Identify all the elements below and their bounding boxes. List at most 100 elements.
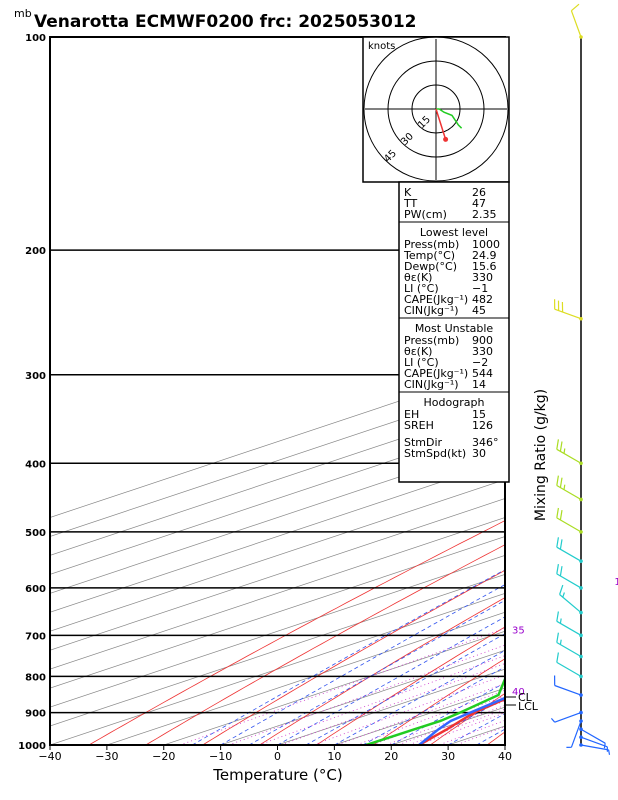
wind-barb-flag: [556, 564, 559, 574]
dry-adiabat-line: [201, 569, 505, 745]
temperature-tick-label: −10: [209, 750, 232, 763]
temperature-axis: −40 −30 −20 −10 0 10 20 30 40: [38, 745, 512, 763]
wind-barb-shaft: [556, 448, 582, 464]
panel-label: Temp(°C): [403, 249, 455, 262]
panel-value: 330: [472, 271, 493, 284]
isotherm-line: [50, 479, 505, 632]
panel-value: 26: [472, 186, 486, 199]
panel-section-header: Lowest level: [420, 226, 488, 239]
pressure-tick-label: 700: [25, 631, 46, 642]
panel-value: 15: [472, 408, 486, 421]
isotherm-line: [50, 574, 505, 727]
dry-adiabat-line: [315, 626, 505, 745]
pressure-tick-label: 600: [25, 584, 46, 595]
wind-barb-base: [579, 586, 583, 590]
temperature-tick-label: 40: [498, 750, 512, 763]
wind-barb-shaft: [580, 736, 608, 748]
pressure-tick-label: 300: [25, 371, 46, 382]
sounding-profiles: [365, 675, 505, 745]
wind-barb-base: [579, 735, 583, 740]
lcl-label: LCL: [518, 700, 539, 713]
wind-barb-shaft: [570, 720, 582, 748]
panel-label: CIN(Jkg⁻¹): [404, 378, 459, 391]
panel-label: Press(mb): [404, 238, 459, 251]
temperature-tick-label: 20: [384, 750, 398, 763]
panel-value: 47: [472, 197, 486, 210]
panel-label: Dewp(°C): [404, 260, 457, 273]
mixing-ratio-line: [454, 726, 505, 745]
pressure-tick-label: 800: [25, 672, 46, 683]
wind-barb-flag: [559, 639, 562, 645]
dry-adiabat-label: 35: [512, 625, 525, 636]
hodograph-trace: [435, 108, 463, 142]
isotherm-line: [50, 422, 505, 575]
panel-value: 1000: [472, 238, 500, 251]
wind-barb-shaft: [580, 744, 609, 751]
dewpoint-line: [365, 675, 505, 745]
dry-adiabat-line: [258, 597, 505, 745]
isotherm-line: [50, 536, 505, 689]
panel-label: EH: [404, 408, 419, 421]
panel-section-header: Most Unstable: [415, 322, 494, 335]
moist-adiabat-line: [504, 744, 505, 745]
wind-barb-flag: [562, 592, 565, 598]
wind-barb-flag: [556, 632, 559, 643]
wind-barb-base: [579, 610, 583, 615]
panel-label: θε(K): [404, 271, 432, 284]
hodograph-trace-line: [436, 108, 463, 129]
hodograph-title: knots: [368, 41, 395, 52]
wind-barb-shaft: [556, 484, 582, 500]
wind-barb-flag: [571, 3, 580, 12]
isotherm-line: [50, 517, 505, 670]
wind-barb-shaft: [580, 728, 606, 744]
dry-adiabat-line: [145, 544, 505, 745]
pressure-tick-label: 1000: [18, 741, 46, 752]
pressure-tick-label: 500: [25, 528, 46, 539]
temperature-tick-label: −30: [95, 750, 118, 763]
wind-barb-base: [579, 316, 583, 321]
mixing-ratio-line: [336, 683, 505, 745]
panel-value: −2: [472, 356, 488, 369]
wind-barb-flag: [559, 510, 563, 521]
wind-barb-shaft: [556, 517, 582, 533]
wind-barb-flag: [608, 749, 611, 755]
pressure-tick-label: 200: [25, 246, 46, 257]
wind-barb-base: [579, 710, 583, 715]
wind-profile: [550, 3, 611, 755]
wind-barb-base: [579, 719, 583, 723]
panel-value: 15.6: [472, 260, 497, 273]
wind-barb-flag: [556, 537, 559, 548]
panel-label: CIN(Jkg⁻¹): [404, 304, 459, 317]
wind-barb-shaft: [556, 573, 582, 589]
temperature-tick-label: −20: [152, 750, 175, 763]
lcl-marker: CL LCL: [505, 691, 539, 713]
wind-barb-shaft: [556, 620, 582, 636]
wind-barb-base: [579, 727, 583, 732]
isotherm-line: [50, 592, 505, 745]
hodograph-ring: [363, 36, 509, 182]
panel-value: 45: [472, 304, 486, 317]
wind-barb-base: [579, 654, 583, 659]
cl-label: CL: [518, 691, 533, 704]
wind-barb-flag: [556, 475, 559, 486]
panel-label: StmDir: [404, 436, 443, 449]
storm-motion-point: [443, 136, 449, 142]
isotherm-line: [50, 441, 505, 594]
wind-barb-flag: [559, 566, 563, 577]
temperature-tick-label: 10: [327, 750, 341, 763]
wind-barb-base: [579, 559, 583, 563]
panel-label: SREH: [404, 419, 434, 432]
panel-value: 24.9: [472, 249, 497, 262]
wind-barb-flag: [559, 618, 562, 624]
wind-barb-flag: [559, 477, 563, 488]
panel-value: −1: [472, 282, 488, 295]
isotherm-line: [50, 384, 505, 537]
wind-barb-flag: [556, 652, 559, 663]
moist-adiabat-line: [362, 666, 505, 745]
panel-value: 544: [472, 367, 493, 380]
temperature-tick-label: 30: [441, 750, 455, 763]
wind-barb-base: [579, 633, 583, 638]
isotherm-line: [50, 365, 505, 518]
